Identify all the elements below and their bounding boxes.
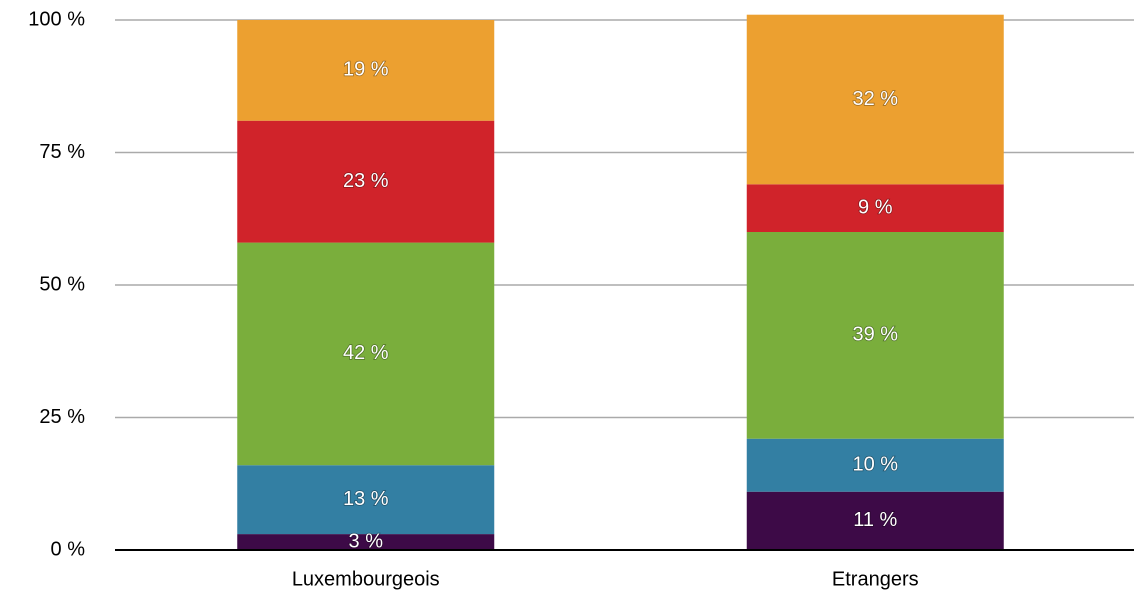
value-label: 11 % [853, 509, 897, 531]
bar-segment [746, 491, 1004, 550]
value-label: 42 % [343, 342, 389, 364]
value-label: 23 % [343, 170, 389, 192]
bar-segment [237, 242, 495, 466]
bar-segment [237, 534, 495, 550]
bar-segment [746, 232, 1004, 439]
x-tick-label: Luxembourgeois [292, 568, 440, 590]
value-label: 10 % [852, 453, 898, 475]
bar-segment [746, 14, 1004, 185]
bar-segment [237, 120, 495, 243]
y-tick-label: 100 % [28, 8, 85, 30]
value-label: 13 % [343, 488, 389, 510]
value-label: 19 % [343, 59, 389, 81]
bar-segment [746, 184, 1004, 232]
value-label: 9 % [858, 196, 893, 218]
y-tick-label: 0 % [51, 538, 86, 560]
y-tick-label: 25 % [39, 406, 85, 428]
x-tick-label: Etrangers [832, 568, 919, 590]
y-tick-label: 50 % [39, 273, 85, 295]
value-label: 3 % [349, 530, 384, 552]
bar-segment [237, 20, 495, 121]
bar-segment [746, 438, 1004, 492]
y-tick-label: 75 % [39, 141, 85, 163]
value-label: 32 % [852, 88, 898, 110]
value-label: 39 % [852, 324, 898, 346]
bar-segment [237, 465, 495, 535]
